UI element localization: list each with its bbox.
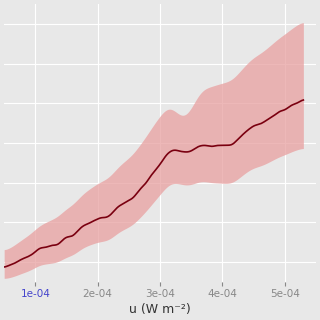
- X-axis label: u (W m⁻²): u (W m⁻²): [129, 303, 191, 316]
